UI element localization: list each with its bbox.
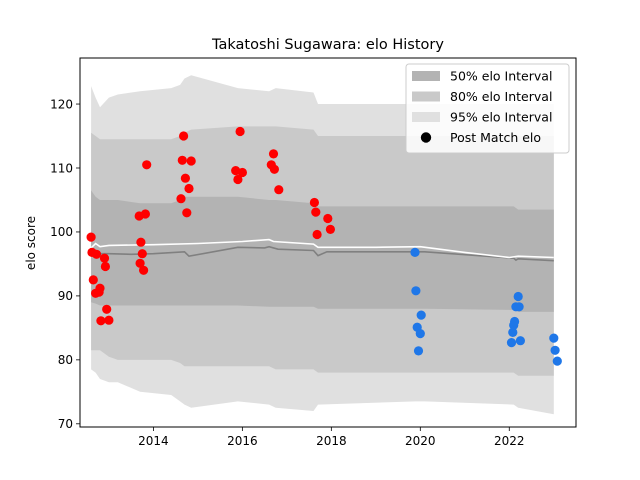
post-match-elo-point — [311, 207, 321, 217]
mean-elo-line — [90, 238, 554, 259]
post-match-elo-point — [177, 155, 187, 165]
post-match-elo-point — [135, 258, 145, 268]
y-axis-label: elo score — [24, 216, 38, 270]
legend-marker — [420, 132, 432, 143]
post-match-elo-point — [136, 237, 146, 247]
post-match-elo-point — [274, 185, 284, 195]
post-match-elo-point — [269, 164, 279, 174]
post-match-elo-point — [237, 167, 247, 178]
post-match-elo-point — [413, 346, 424, 356]
median-elo-line — [90, 245, 554, 262]
post-match-elo-point — [100, 261, 110, 272]
legend-box — [405, 63, 570, 154]
post-match-elo-point — [410, 247, 420, 257]
legend: 50% elo Interval 80% elo Interval 95% elo … — [405, 63, 570, 154]
post-match-elo-point — [549, 333, 559, 343]
plot-area — [79, 57, 577, 428]
post-match-elo-point — [137, 249, 147, 259]
legend-swatch — [412, 71, 440, 81]
post-match-elo-point — [235, 126, 245, 137]
band-50-interval — [91, 190, 554, 312]
axes-frame — [79, 57, 577, 428]
post-match-elo-point — [268, 149, 279, 159]
y-tick-label: 100 — [50, 225, 73, 239]
x-tick-label: 2016 — [227, 434, 258, 448]
y-tick-label: 90 — [58, 289, 73, 303]
data-points — [86, 126, 562, 366]
post-match-elo-point — [509, 316, 520, 327]
post-match-elo-point — [184, 183, 194, 194]
post-match-elo-point — [323, 213, 333, 224]
post-match-elo-point — [104, 315, 114, 325]
post-match-elo-point — [312, 229, 322, 240]
post-match-elo-point — [180, 173, 190, 183]
y-tick-label: 80 — [58, 353, 73, 367]
post-match-elo-point — [99, 253, 110, 263]
post-match-elo-point — [515, 336, 526, 346]
legend-label: 50% elo Interval — [450, 69, 552, 84]
interval-bands — [91, 75, 554, 415]
post-match-elo-point — [233, 174, 243, 185]
x-axis: 2014 2016 2018 2020 2022 — [138, 427, 525, 448]
post-match-elo-point — [88, 275, 98, 285]
legend-label: 95% elo Interval — [450, 110, 552, 125]
post-match-elo-point — [179, 131, 189, 141]
post-match-elo-point — [508, 327, 518, 337]
y-tick-label: 70 — [58, 417, 73, 431]
x-tick-label: 2020 — [405, 434, 436, 448]
x-tick-label: 2014 — [138, 434, 169, 448]
post-match-elo-point — [309, 197, 319, 208]
legend-label: 80% elo Interval — [450, 89, 552, 104]
chart-title: Takatoshi Sugawara: elo History — [211, 37, 444, 53]
post-match-elo-point — [552, 356, 562, 366]
post-match-elo-point — [139, 265, 149, 275]
post-match-elo-point — [416, 310, 426, 320]
post-match-elo-point — [86, 232, 96, 242]
post-match-elo-point — [176, 194, 186, 204]
y-tick-label: 110 — [50, 161, 73, 175]
legend-swatch — [412, 91, 440, 102]
post-match-elo-point — [411, 286, 421, 296]
legend-label: Post Match elo — [450, 130, 541, 145]
post-match-elo-point — [95, 283, 105, 293]
post-match-elo-point — [325, 224, 335, 234]
y-axis: 70 80 90 100 110 120 — [50, 97, 80, 431]
x-tick-label: 2022 — [494, 434, 525, 448]
post-match-elo-point — [102, 304, 112, 314]
trend-lines — [90, 238, 554, 262]
y-tick-label: 120 — [50, 97, 73, 111]
post-match-elo-point — [96, 316, 106, 326]
post-match-elo-point — [91, 249, 102, 259]
post-match-elo-point — [142, 160, 152, 170]
post-match-elo-point — [514, 302, 524, 312]
post-match-elo-point — [550, 345, 560, 355]
post-match-elo-point — [506, 338, 517, 348]
post-match-elo-point — [186, 156, 196, 166]
post-match-elo-point — [182, 208, 192, 218]
legend-swatch — [412, 112, 440, 122]
post-match-elo-point — [415, 329, 425, 339]
x-tick-label: 2018 — [316, 434, 347, 448]
post-match-elo-point — [140, 209, 150, 219]
post-match-elo-point — [513, 291, 523, 302]
